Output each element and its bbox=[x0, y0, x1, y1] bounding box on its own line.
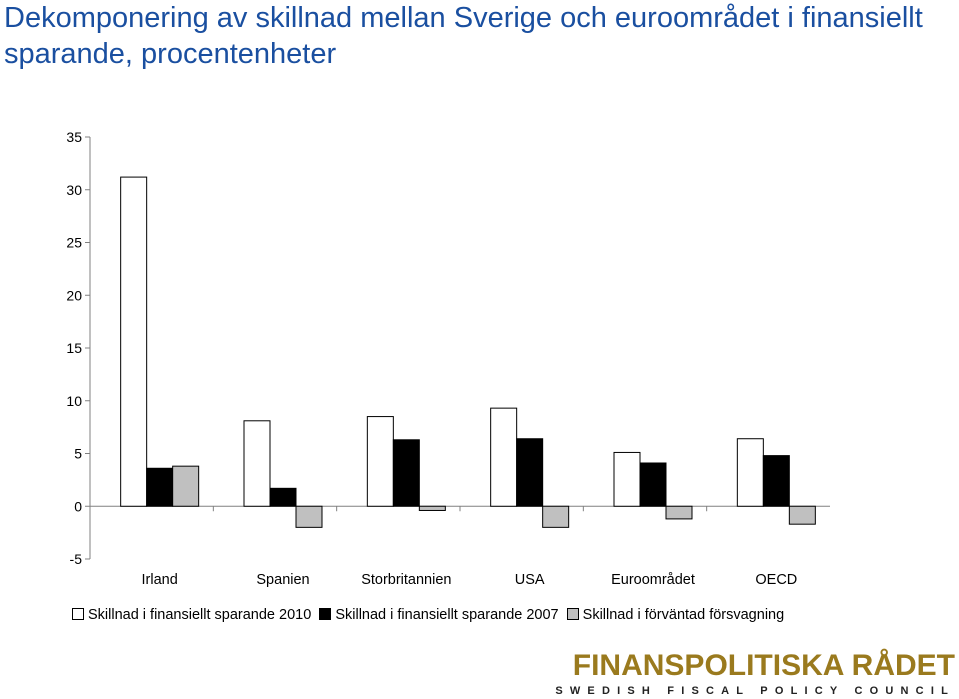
bar-euroområdet-series-0 bbox=[613, 451, 641, 507]
x-category-label: Storbritannien bbox=[361, 572, 451, 588]
bar-spanien-series-2 bbox=[295, 505, 323, 528]
y-tick-label: 20 bbox=[66, 287, 82, 303]
legend-item-2007: Skillnad i finansiellt sparande 2007 bbox=[319, 607, 559, 623]
bar-spanien-series-1 bbox=[269, 487, 297, 507]
x-category-label: Euroområdet bbox=[611, 572, 695, 588]
bar-oecd-series-0 bbox=[736, 438, 764, 507]
legend-item-2010: Skillnad i finansiellt sparande 2010 bbox=[72, 607, 311, 623]
chart-title: Dekomponering av skillnad mellan Sverige… bbox=[4, 2, 923, 70]
bar-euroområdet-series-2 bbox=[665, 505, 693, 520]
y-tick-label: 10 bbox=[66, 393, 82, 409]
bar-euroområdet-series-1 bbox=[639, 462, 667, 507]
y-tick-label: -5 bbox=[70, 551, 83, 567]
bar-storbritannien-series-1 bbox=[392, 439, 420, 507]
bar-usa-series-2 bbox=[542, 505, 570, 528]
y-tick-label: 25 bbox=[66, 235, 82, 251]
bar-spanien-series-0 bbox=[243, 420, 271, 507]
logo: FINANSPOLITISKA RÅDET SWEDISH FISCAL POL… bbox=[555, 649, 955, 698]
y-tick-label: 35 bbox=[66, 129, 82, 145]
y-tick-label: 15 bbox=[66, 340, 82, 356]
y-tick-label: 30 bbox=[66, 182, 82, 198]
chart-legend: Skillnad i finansiellt sparande 2010 Ski… bbox=[72, 607, 788, 623]
bar-storbritannien-series-0 bbox=[366, 416, 394, 507]
legend-swatch-2007 bbox=[319, 608, 332, 620]
x-category-label: Spanien bbox=[256, 572, 309, 588]
y-tick-label: 0 bbox=[74, 498, 82, 514]
bar-irland-series-0 bbox=[120, 176, 148, 507]
bar-irland-series-2 bbox=[172, 465, 200, 507]
x-category-label: Irland bbox=[142, 572, 178, 588]
bar-oecd-series-1 bbox=[762, 455, 790, 507]
bar-usa-series-1 bbox=[516, 438, 544, 507]
x-category-label: USA bbox=[515, 572, 545, 588]
legend-label-2010: Skillnad i finansiellt sparande 2010 bbox=[88, 607, 312, 623]
legend-swatch-2010 bbox=[72, 608, 84, 620]
legend-swatch-forvantad bbox=[566, 608, 579, 620]
bar-usa-series-0 bbox=[490, 407, 518, 507]
y-tick-label: 5 bbox=[74, 446, 82, 462]
bar-oecd-series-2 bbox=[788, 505, 816, 525]
logo-subtitle: SWEDISH FISCAL POLICY COUNCIL bbox=[555, 685, 955, 697]
bar-storbritannien-series-2 bbox=[418, 505, 446, 511]
bar-irland-series-1 bbox=[146, 467, 174, 507]
logo-main-text: FINANSPOLITISKA RÅDET bbox=[572, 649, 955, 682]
legend-label-2007: Skillnad i finansiellt sparande 2007 bbox=[335, 607, 559, 623]
x-category-label: OECD bbox=[755, 572, 797, 588]
legend-label-forvantad: Skillnad i förväntad försvagning bbox=[582, 607, 785, 623]
legend-item-forvantad: Skillnad i förväntad försvagning bbox=[566, 607, 785, 623]
